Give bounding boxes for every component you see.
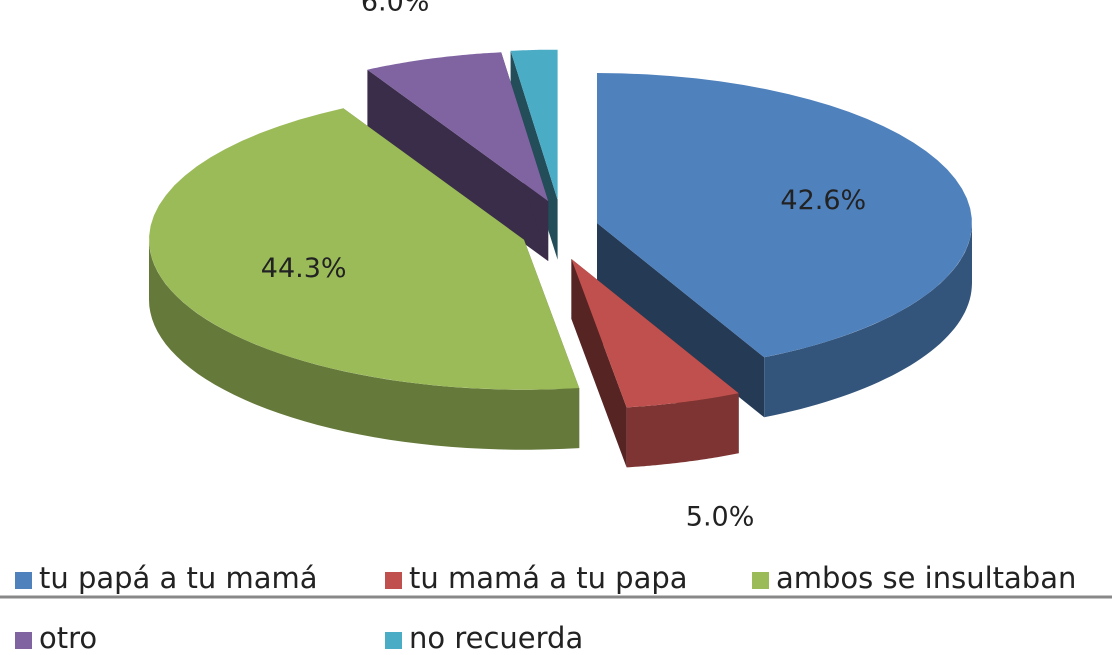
legend-swatch [385,572,402,589]
legend-swatch [752,572,769,589]
legend-swatch [15,632,32,649]
slice-side [571,259,627,468]
legend-label: otro [39,621,97,655]
slice-wall [149,239,580,450]
value-label: 42.6% [780,185,866,216]
slice [367,52,549,202]
legend-label: no recuerda [409,621,583,655]
value-label: 6.0% [361,0,430,17]
slice [149,108,580,390]
slice-side [367,69,549,262]
legend-label: tu papá a tu mamá [39,561,318,595]
legend-label: tu mamá a tu papa [409,561,688,595]
value-label: 44.3% [261,253,347,284]
legend-swatch [15,572,32,589]
slice-wall [626,393,739,468]
slice [597,73,972,358]
legend-swatch [385,632,402,649]
slice [571,259,739,408]
value-label: 2.0% [492,0,561,7]
slice-side [597,223,765,418]
slice [510,49,558,200]
value-label: 5.0% [686,501,755,532]
legend-label: ambos se insultaban [776,561,1076,595]
slice-wall [764,223,972,418]
